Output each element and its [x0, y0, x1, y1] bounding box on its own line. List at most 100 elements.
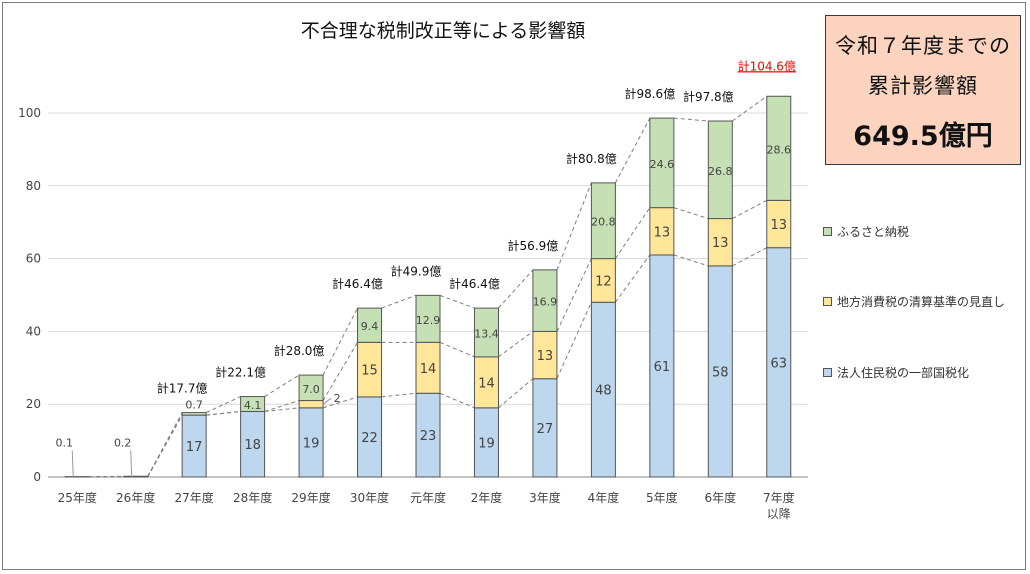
x-tick-label: 29年度: [291, 490, 330, 505]
legend-swatch-corporate-tax: [823, 368, 832, 377]
total-label: 計80.8億: [566, 151, 617, 166]
bar-value-label: 24.6: [650, 158, 675, 171]
x-tick-label: 2年度: [471, 490, 503, 505]
connector-line: [381, 392, 417, 398]
bar-value-label: 7.0: [302, 383, 320, 396]
y-tick-label: 60: [26, 252, 41, 266]
bar-value-label: 26.8: [708, 165, 733, 178]
total-label: 計22.1億: [215, 365, 266, 380]
bar-value-label: 4.1: [244, 399, 262, 412]
summary-line-2: 累計影響額: [868, 74, 978, 98]
bar-segment: [357, 307, 383, 343]
bar-segment: [766, 95, 792, 201]
total-label: 計49.9億: [391, 263, 442, 278]
connector-line: [206, 410, 241, 416]
bar-value-label: 14: [420, 362, 437, 377]
bar-value-label: 17: [186, 440, 203, 455]
bar-value-label: 2: [334, 392, 341, 405]
total-label: 計56.9億: [508, 238, 559, 253]
connector-line: [614, 117, 651, 184]
connector-line: [732, 95, 768, 122]
connector-line: [205, 396, 241, 414]
connector-line: [556, 302, 592, 379]
total-label: 計28.0億: [274, 343, 325, 358]
connector-line: [556, 258, 592, 332]
total-label: 計17.7億: [157, 381, 208, 396]
bar-segment: [532, 378, 558, 478]
bar-value-label: 9.4: [361, 320, 379, 333]
y-tick-label: 100: [18, 106, 41, 120]
bar-value-label: 18: [244, 438, 261, 453]
bar-value-label: 13.4: [474, 327, 499, 340]
bar-segment: [649, 254, 675, 478]
connector-line: [556, 182, 592, 271]
bar-value-label: 14: [478, 376, 495, 391]
summary-value: 649.5億円: [853, 121, 993, 152]
bar-value-label: 0.2: [114, 436, 132, 449]
x-tick-label: 7年度: [763, 490, 795, 505]
bar-segment: [649, 207, 675, 256]
total-label: 計98.6億: [624, 86, 675, 101]
connector-line: [381, 294, 417, 309]
x-tick-label: 30年度: [350, 490, 389, 505]
bar-segment: [532, 269, 558, 332]
x-tick-label: 25年度: [58, 490, 97, 505]
bar-value-label: 22: [361, 431, 378, 446]
bar-value-label: 13: [654, 225, 671, 240]
y-tick-label: 0: [33, 470, 41, 484]
bar-value-label: 15: [361, 364, 378, 379]
bar-value-label: 28.6: [767, 143, 792, 156]
bar-segment: [240, 410, 266, 478]
bar-segment: [415, 341, 441, 394]
value-leader-line: [130, 450, 133, 478]
bar-value-label: 12: [595, 274, 612, 289]
y-tick-label: 40: [26, 324, 41, 338]
bar-value-label: 20.8: [591, 216, 616, 229]
connector-line: [673, 207, 709, 220]
connector-line: [264, 407, 300, 412]
bar-value-label: 19: [303, 436, 320, 451]
bar-segment: [415, 392, 441, 478]
connector-line: [322, 396, 358, 409]
x-tick-label: 27年度: [175, 490, 214, 505]
bar-segment: [357, 396, 383, 478]
legend-swatch-furusato: [823, 227, 832, 236]
legend-label-furusato: ふるさと納税: [837, 225, 910, 239]
connector-line: [673, 117, 709, 122]
x-tick-label: 5年度: [646, 490, 678, 505]
y-tick-label: 20: [26, 397, 41, 411]
x-tick-label: 元年度: [410, 490, 446, 505]
y-tick-label: 80: [26, 179, 41, 193]
legend-item-furusato: ふるさと納税: [823, 223, 909, 240]
legend-swatch-consumption-tax: [823, 297, 832, 306]
connector-line: [147, 412, 183, 477]
bar-segment: [590, 258, 616, 303]
bar-segment: [298, 374, 324, 402]
bar-segment: [590, 301, 616, 478]
bar-segment: [766, 247, 792, 478]
bar-segment: [123, 475, 149, 478]
bar-segment: [590, 182, 616, 260]
bar-value-label: 61: [654, 360, 671, 375]
bar-value-label: 27: [537, 422, 554, 437]
connector-line: [264, 400, 300, 412]
total-label: 計46.4億: [449, 276, 500, 291]
bar-segment: [181, 412, 207, 416]
legend-item-consumption-tax: 地方消費税の清算基準の見直し: [823, 293, 1005, 310]
connector-line: [439, 392, 475, 409]
connector-line: [673, 254, 709, 267]
bar-value-label: 0.7: [185, 399, 203, 412]
connector-line: [498, 269, 534, 309]
connector-line: [439, 341, 475, 358]
bar-value-label: 13: [712, 236, 729, 251]
total-label: 計97.8億: [683, 89, 734, 104]
legend-label-consumption-tax: 地方消費税の清算基準の見直し: [837, 295, 1006, 309]
legend-label-corporate-tax: 法人住民税の一部国税化: [837, 366, 970, 380]
value-leader-line: [322, 397, 332, 405]
connector-line: [147, 414, 183, 478]
bar-segment: [415, 294, 441, 343]
bar-value-label: 13: [537, 349, 554, 364]
connector-line: [732, 199, 768, 220]
x-tick-label: 6年度: [704, 490, 736, 505]
